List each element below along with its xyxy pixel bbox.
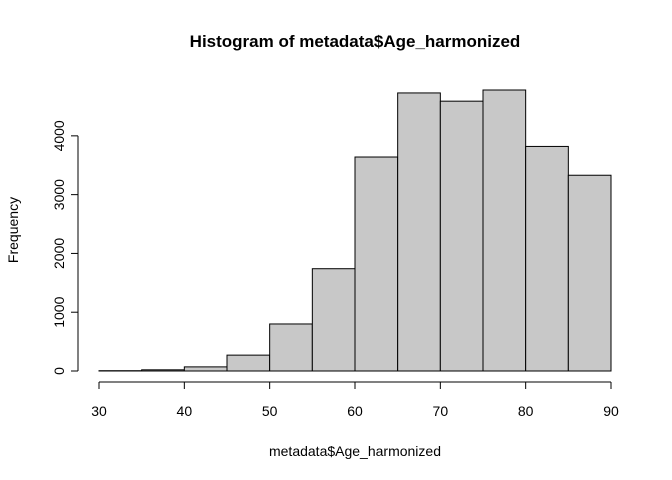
histogram-bar-60-65 bbox=[354, 156, 399, 372]
x-tick-label-30: 30 bbox=[91, 403, 107, 419]
histogram-bar-50-55 bbox=[269, 323, 313, 372]
histogram-bar-40-45 bbox=[183, 366, 228, 372]
histogram-bar-65-70 bbox=[397, 92, 441, 372]
x-tick-label-70: 70 bbox=[433, 403, 449, 419]
histogram-bar-80-85 bbox=[525, 145, 569, 372]
histogram-bar-70-75 bbox=[439, 100, 484, 372]
histogram-bar-55-60 bbox=[311, 268, 356, 372]
y-tick-label-4000: 4000 bbox=[51, 120, 67, 151]
x-tick-label-90: 90 bbox=[603, 403, 619, 419]
histogram-bar-35-40 bbox=[141, 369, 185, 372]
y-tick-label-0: 0 bbox=[51, 367, 67, 375]
bars-group bbox=[98, 89, 612, 372]
histogram-bar-45-50 bbox=[226, 354, 271, 372]
histogram-bar-85-90 bbox=[567, 174, 612, 372]
y-tick-label-2000: 2000 bbox=[51, 238, 67, 269]
y-axis-label: Frequency bbox=[5, 197, 21, 263]
y-tick-label-1000: 1000 bbox=[51, 296, 67, 327]
x-tick-label-60: 60 bbox=[347, 403, 363, 419]
y-axis: 0 1000 2000 3000 4000 bbox=[51, 120, 79, 375]
histogram-bar-75-80 bbox=[482, 89, 527, 372]
y-tick-label-3000: 3000 bbox=[51, 179, 67, 210]
x-tick-label-50: 50 bbox=[262, 403, 278, 419]
x-tick-label-40: 40 bbox=[177, 403, 193, 419]
x-axis: 30 40 50 60 70 80 90 bbox=[91, 381, 619, 419]
chart-title: Histogram of metadata$Age_harmonized bbox=[190, 32, 521, 51]
x-axis-label: metadata$Age_harmonized bbox=[269, 443, 441, 459]
x-tick-label-80: 80 bbox=[518, 403, 534, 419]
